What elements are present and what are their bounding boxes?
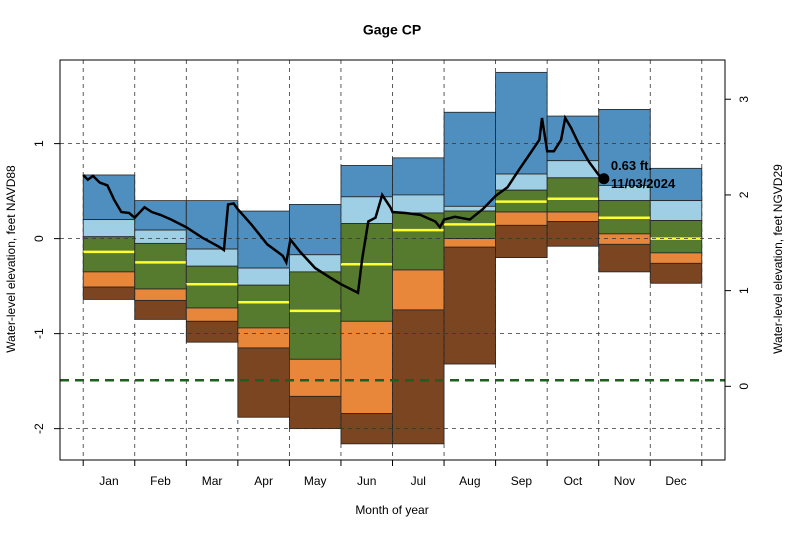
percentile-band <box>185 248 239 267</box>
percentile-band <box>495 224 548 259</box>
percentile-band <box>546 211 600 222</box>
percentile-band <box>237 347 290 418</box>
percentile-band <box>288 271 342 360</box>
y-tick-label: -2 <box>32 423 46 434</box>
percentile-band <box>134 229 187 244</box>
percentile-band <box>392 157 445 196</box>
x-tick-label: Feb <box>150 474 171 488</box>
x-tick-label: Jan <box>99 474 118 488</box>
percentile-band <box>443 238 497 248</box>
percentile-band <box>134 288 187 301</box>
percentile-band <box>443 111 497 207</box>
y-tick-label: 1 <box>32 140 46 147</box>
percentile-band <box>649 252 703 264</box>
percentile-band <box>82 236 136 273</box>
percentile-band <box>288 395 342 430</box>
percentile-band <box>495 71 548 175</box>
percentile-band <box>598 109 651 186</box>
percentile-band <box>185 265 239 309</box>
percentile-band <box>185 307 239 322</box>
percentile-band <box>598 243 651 273</box>
x-tick-label: Oct <box>564 474 583 488</box>
percentile-band <box>82 219 136 238</box>
x-tick-label: Nov <box>614 474 635 488</box>
y2-axis-label: Water-level elevation, feet NGVD29 <box>771 164 785 354</box>
percentile-band <box>392 269 445 311</box>
y2-tick-label: 1 <box>737 287 751 294</box>
x-tick-label: Mar <box>202 474 223 488</box>
percentile-band <box>82 286 136 300</box>
x-tick-label: Jun <box>357 474 376 488</box>
x-axis-label: Month of year <box>355 503 428 517</box>
x-tick-label: Dec <box>665 474 686 488</box>
percentile-band <box>237 284 290 329</box>
percentile-band <box>82 271 136 288</box>
x-tick-label: Jul <box>411 474 426 488</box>
percentile-band <box>340 320 393 414</box>
percentile-band <box>237 267 290 286</box>
last-point <box>598 173 610 185</box>
percentile-band <box>134 242 187 290</box>
water-level-line <box>82 114 605 295</box>
y2-tick-label: 2 <box>737 191 751 198</box>
chart-title: Gage CP <box>363 22 421 38</box>
percentile-band <box>649 262 703 284</box>
last-date-label: 11/03/2024 <box>611 176 676 191</box>
y-tick-label: -1 <box>32 328 46 339</box>
percentile-band <box>340 196 393 224</box>
percentile-band <box>546 221 600 247</box>
percentile-band <box>598 233 651 245</box>
percentile-band <box>288 358 342 397</box>
y-tick-label: 0 <box>32 235 46 242</box>
percentile-band <box>443 205 497 212</box>
percentile-band <box>649 167 703 202</box>
last-value-label: 0.63 ft. <box>611 158 652 173</box>
percentile-band <box>392 194 445 214</box>
percentile-band <box>134 299 187 320</box>
percentile-band <box>443 246 497 365</box>
percentile-band <box>495 211 548 226</box>
percentile-band <box>649 220 703 254</box>
y2-tick-label: 0 <box>737 383 751 390</box>
x-tick-label: Apr <box>254 474 273 488</box>
percentile-band <box>392 309 445 445</box>
x-tick-label: May <box>304 474 327 488</box>
percentile-band <box>237 327 290 349</box>
percentile-band <box>185 320 239 343</box>
percentile-band <box>649 200 703 221</box>
x-tick-label: Aug <box>459 474 480 488</box>
percentile-band <box>546 177 600 213</box>
y2-tick-label: 3 <box>737 96 751 103</box>
percentile-band <box>185 200 239 250</box>
percentile-band <box>340 165 393 198</box>
percentile-band <box>495 173 548 191</box>
x-tick-label: Sep <box>511 474 533 488</box>
y-axis-label: Water-level elevation, feet NAVD88 <box>4 165 18 353</box>
percentile-band <box>546 115 600 162</box>
